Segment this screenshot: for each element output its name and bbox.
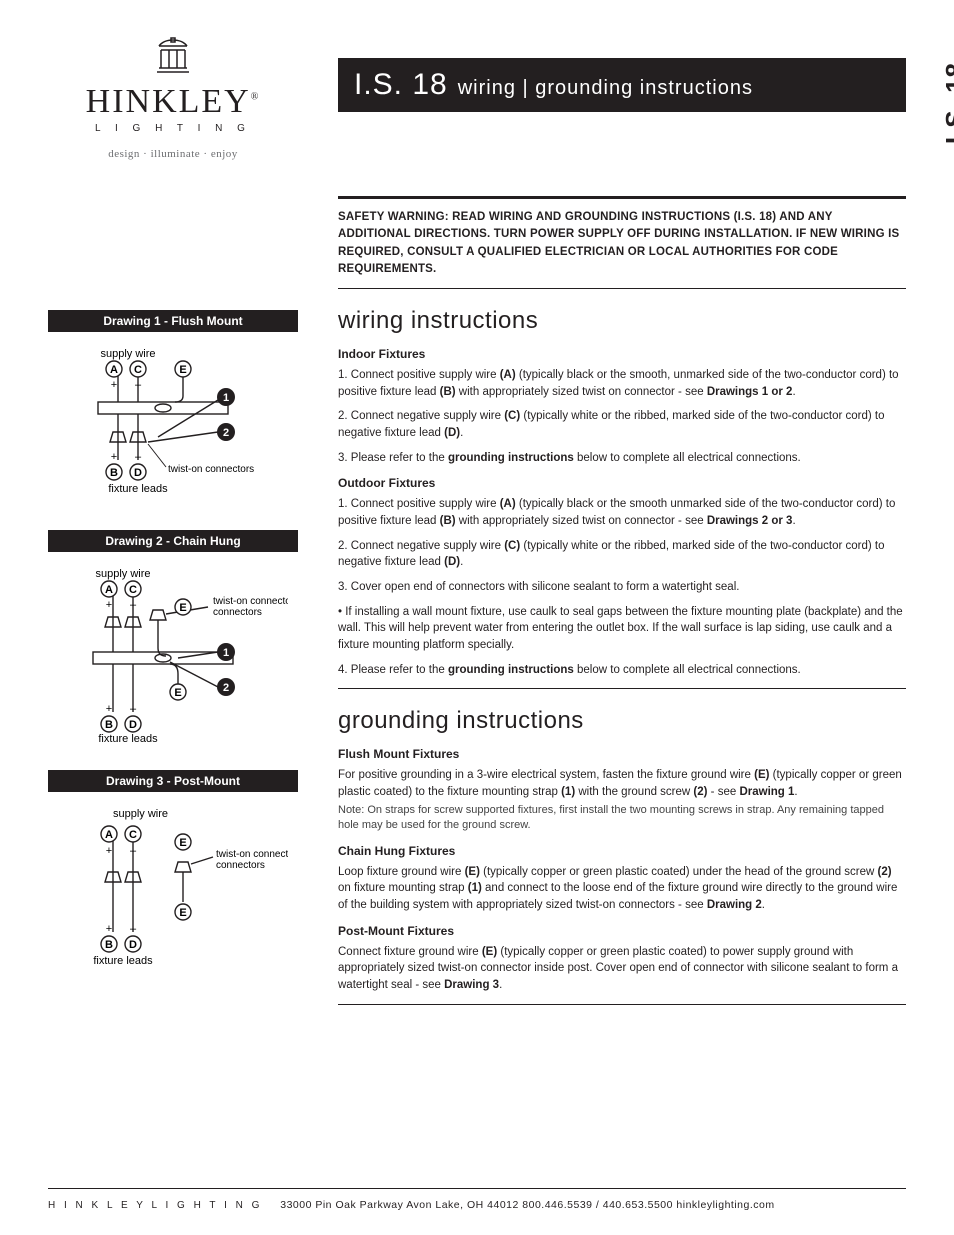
svg-text:fixture leads: fixture leads xyxy=(108,483,168,495)
indoor-p2: 2. Connect negative supply wire (C) (typ… xyxy=(338,408,906,441)
post-title: Post-Mount Fixtures xyxy=(338,924,906,938)
wiring-heading: wiring instructions xyxy=(338,307,906,335)
flush-note: Note: On straps for screw supported fixt… xyxy=(338,803,906,834)
indoor-p3: 3. Please refer to the grounding instruc… xyxy=(338,450,906,467)
svg-text:supply wire: supply wire xyxy=(113,808,168,820)
post-p: Connect fixture ground wire (E) (typical… xyxy=(338,944,906,994)
title-bar: I.S. 18 wiring | grounding instructions xyxy=(338,58,906,112)
lantern-icon xyxy=(147,36,199,81)
logo-tagline: design · illuminate · enjoy xyxy=(48,148,298,160)
svg-text:B: B xyxy=(105,939,113,951)
outdoor-p4: • If installing a wall mount fixture, us… xyxy=(338,604,906,654)
svg-text:connectors: connectors xyxy=(213,607,262,618)
outdoor-title: Outdoor Fixtures xyxy=(338,476,906,490)
drawing2-label: Drawing 2 - Chain Hung xyxy=(48,530,298,552)
svg-text:B: B xyxy=(105,719,113,731)
svg-text:E: E xyxy=(174,687,181,699)
side-page-label: I.S. 18 xyxy=(940,62,954,144)
indoor-title: Indoor Fixtures xyxy=(338,347,906,361)
drawings-column: Drawing 1 - Flush Mount xyxy=(48,196,298,1188)
svg-text:C: C xyxy=(129,584,137,596)
svg-text:1: 1 xyxy=(223,392,229,404)
svg-text:E: E xyxy=(179,364,186,376)
rule-top xyxy=(338,196,906,199)
svg-text:A: A xyxy=(110,364,118,376)
svg-text:D: D xyxy=(129,939,137,951)
drawing3-svg: supply wire fixture leads twist-on conne… xyxy=(58,802,288,972)
drawing2-svg: supply wire fixture leads twist-on conne… xyxy=(58,562,288,752)
svg-text:–: – xyxy=(130,599,137,611)
chain-p: Loop fixture ground wire (E) (typically … xyxy=(338,864,906,914)
title-is-number: I.S. 18 xyxy=(354,68,448,102)
svg-text:E: E xyxy=(179,602,186,614)
outdoor-p5: 4. Please refer to the grounding instruc… xyxy=(338,662,906,679)
title-text: wiring | grounding instructions xyxy=(458,77,753,100)
rule-before-grounding xyxy=(338,688,906,689)
header-row: HINKLEY® L I G H T I N G design · illumi… xyxy=(48,30,906,160)
svg-text:C: C xyxy=(129,829,137,841)
footer-address: 33000 Pin Oak Parkway Avon Lake, OH 4401… xyxy=(280,1199,774,1211)
svg-text:C: C xyxy=(134,364,142,376)
logo-subtext: L I G H T I N G xyxy=(48,123,298,134)
svg-text:–: – xyxy=(130,703,137,715)
svg-text:+: + xyxy=(106,599,112,611)
outdoor-p3: 3. Cover open end of connectors with sil… xyxy=(338,579,906,596)
drawing1-svg: supply wire fixture leads twist-on conne… xyxy=(58,342,288,512)
chain-title: Chain Hung Fixtures xyxy=(338,844,906,858)
svg-text:twist-on connectors: twist-on connectors xyxy=(216,849,288,860)
svg-text:–: – xyxy=(130,923,137,935)
rule-after-warning xyxy=(338,288,906,289)
indoor-p1: 1. Connect positive supply wire (A) (typ… xyxy=(338,367,906,400)
flush-title: Flush Mount Fixtures xyxy=(338,747,906,761)
svg-text:+: + xyxy=(111,379,117,391)
svg-text:connectors: connectors xyxy=(216,860,265,871)
outdoor-p1: 1. Connect positive supply wire (A) (typ… xyxy=(338,496,906,529)
safety-warning: SAFETY WARNING: READ WIRING AND GROUNDIN… xyxy=(338,209,906,278)
svg-text:+: + xyxy=(106,923,112,935)
svg-text:fixture leads: fixture leads xyxy=(98,733,158,745)
svg-text:+: + xyxy=(111,451,117,463)
svg-text:2: 2 xyxy=(223,682,229,694)
svg-text:–: – xyxy=(135,451,142,463)
text-column: SAFETY WARNING: READ WIRING AND GROUNDIN… xyxy=(338,196,906,1188)
svg-text:2: 2 xyxy=(223,427,229,439)
svg-text:E: E xyxy=(179,837,186,849)
grounding-heading: grounding instructions xyxy=(338,707,906,735)
svg-text:twist-on connectors: twist-on connectors xyxy=(168,464,254,475)
svg-text:E: E xyxy=(179,907,186,919)
logo-wordmark: HINKLEY® xyxy=(48,83,298,121)
body-columns: Drawing 1 - Flush Mount xyxy=(48,196,906,1188)
drawing3-label: Drawing 3 - Post-Mount xyxy=(48,770,298,792)
svg-text:+: + xyxy=(106,845,112,857)
svg-text:A: A xyxy=(105,584,113,596)
logo-block: HINKLEY® L I G H T I N G design · illumi… xyxy=(48,30,298,160)
drawing1-label: Drawing 1 - Flush Mount xyxy=(48,310,298,332)
svg-text:twist-on connectors: twist-on connectors xyxy=(213,596,288,607)
svg-text:B: B xyxy=(110,467,118,479)
svg-text:–: – xyxy=(130,845,137,857)
svg-text:supply wire: supply wire xyxy=(100,348,155,360)
svg-text:D: D xyxy=(129,719,137,731)
flush-p: For positive grounding in a 3-wire elect… xyxy=(338,767,906,800)
svg-text:A: A xyxy=(105,829,113,841)
svg-text:1: 1 xyxy=(223,647,229,659)
svg-text:+: + xyxy=(106,703,112,715)
svg-text:fixture leads: fixture leads xyxy=(93,955,153,967)
svg-text:supply wire: supply wire xyxy=(95,568,150,580)
svg-text:–: – xyxy=(135,379,142,391)
outdoor-p2: 2. Connect negative supply wire (C) (typ… xyxy=(338,538,906,571)
rule-bottom xyxy=(338,1004,906,1005)
svg-text:D: D xyxy=(134,467,142,479)
footer-brand: H I N K L E Y L I G H T I N G xyxy=(48,1200,262,1211)
footer: H I N K L E Y L I G H T I N G 33000 Pin … xyxy=(48,1188,906,1211)
